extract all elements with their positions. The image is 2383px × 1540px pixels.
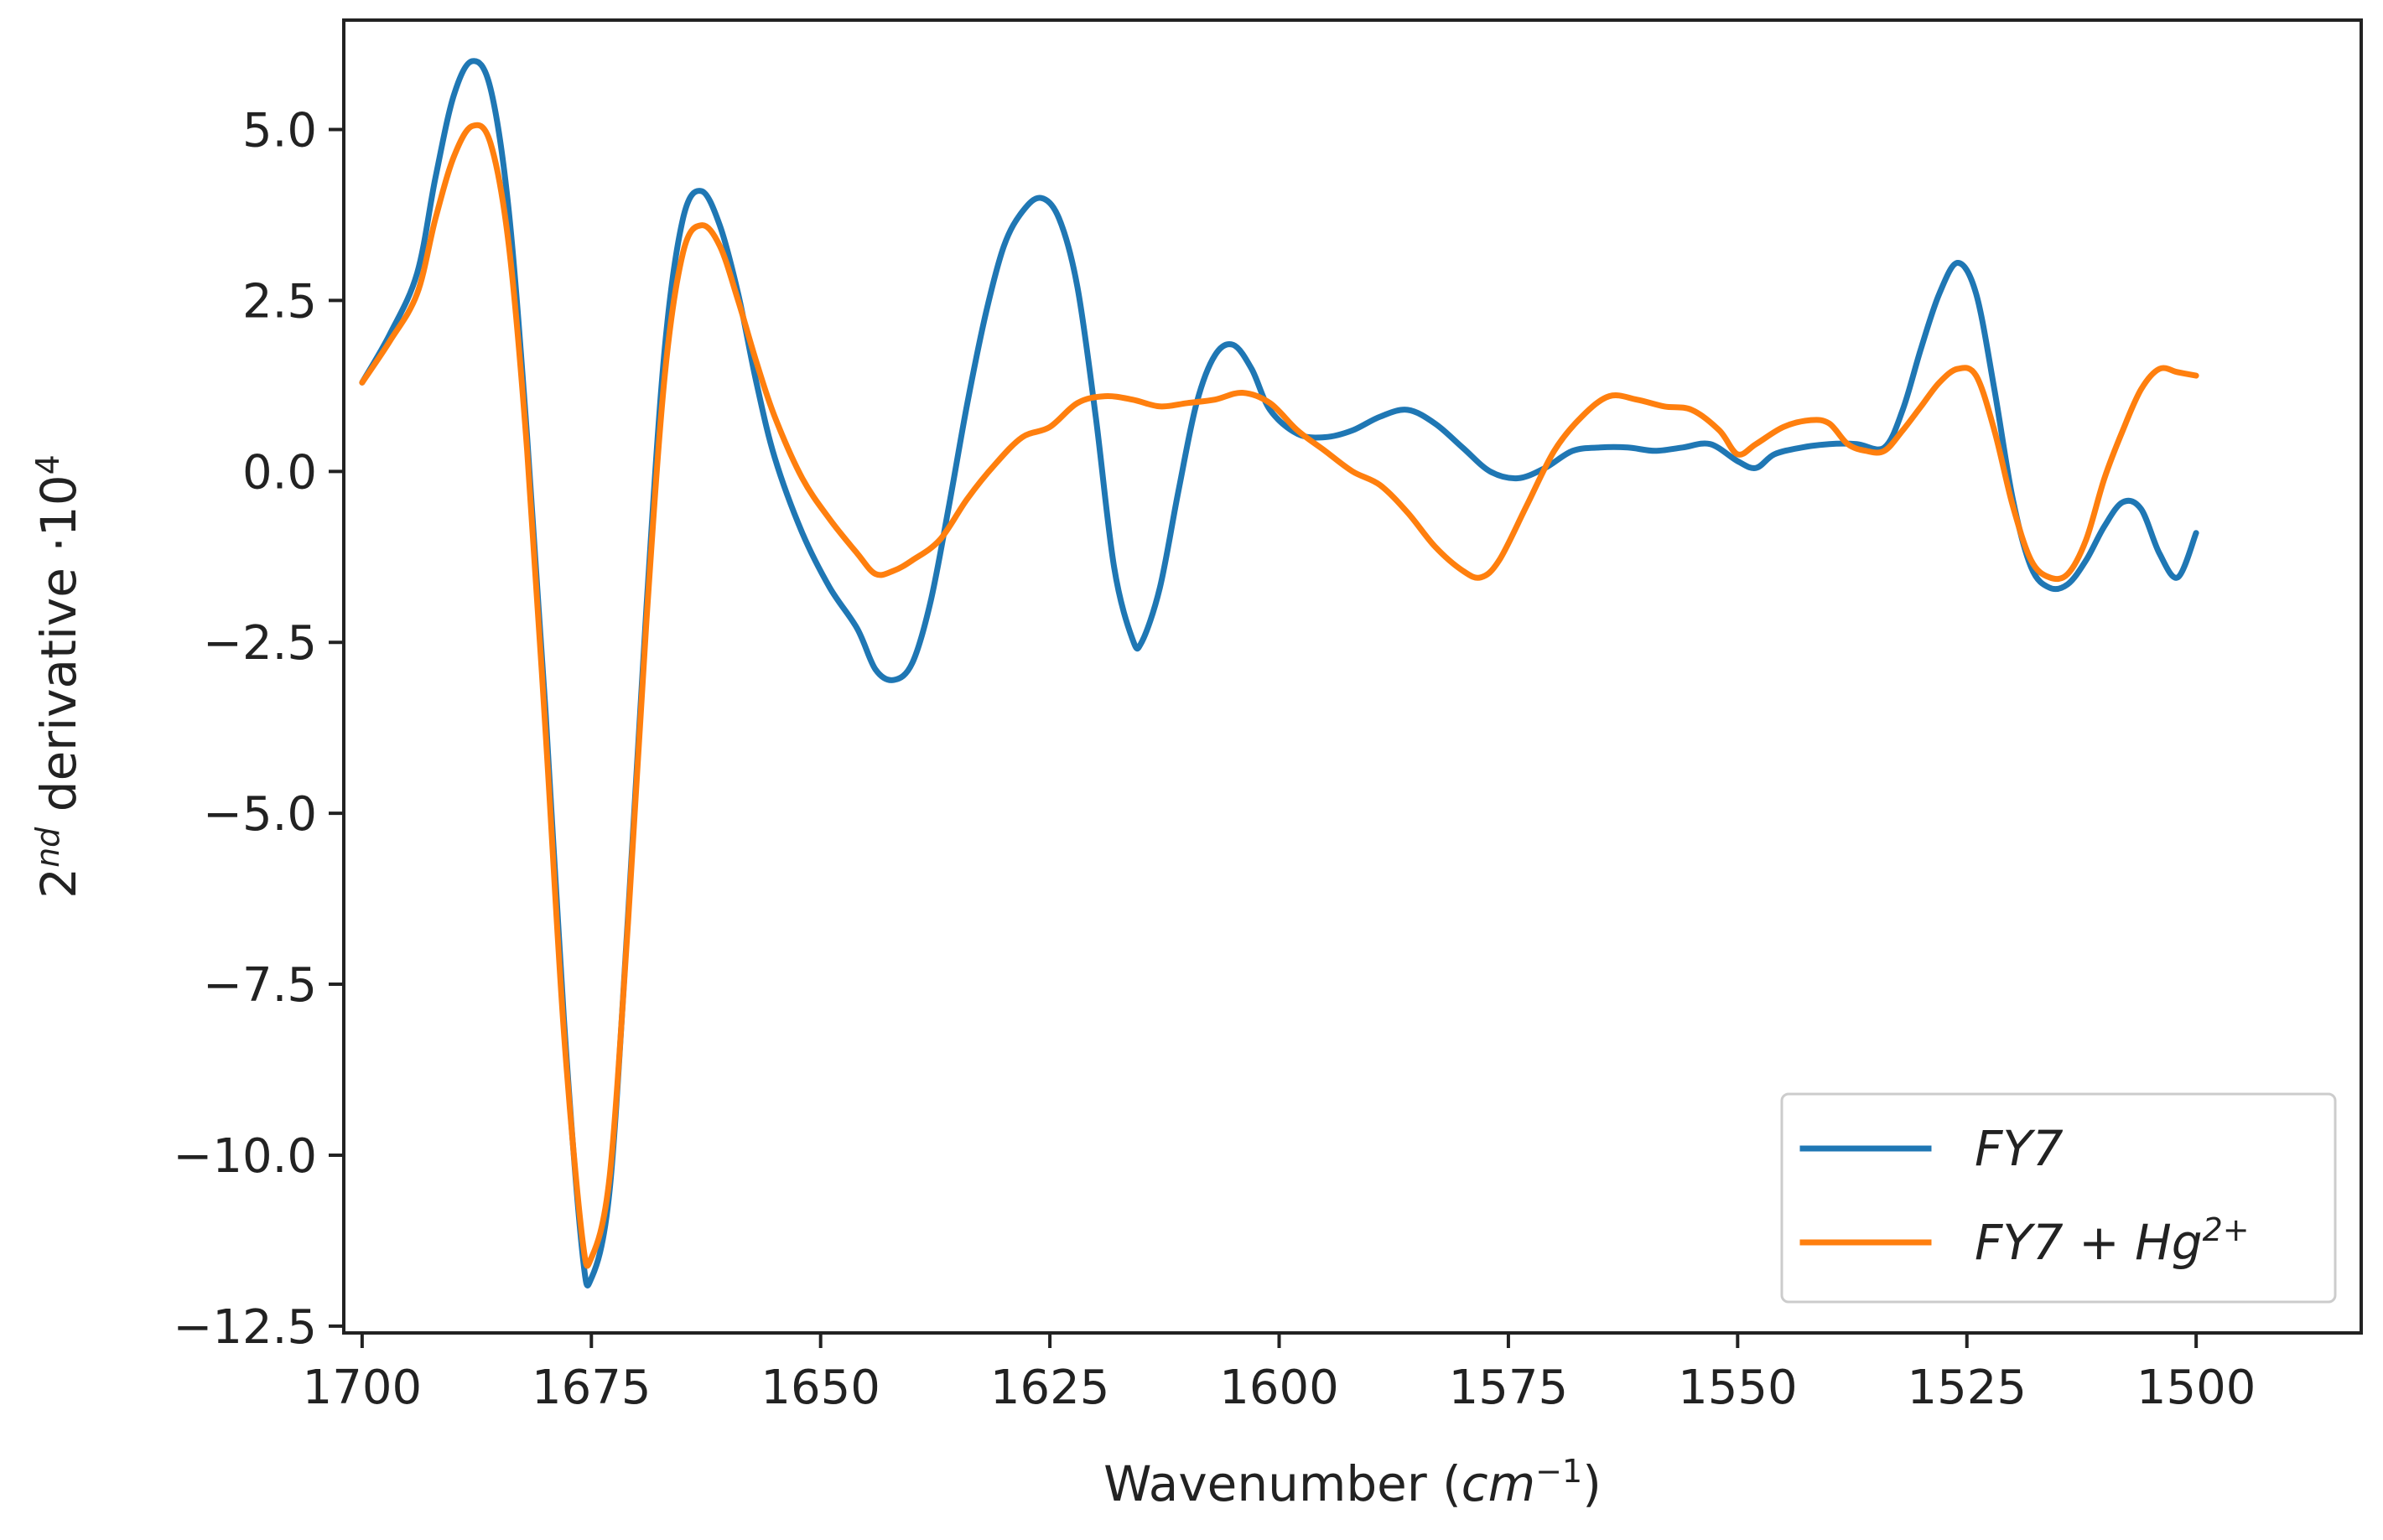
x-tick-label: 1575 — [1449, 1361, 1569, 1415]
y-tick-label: 5.0 — [242, 104, 317, 158]
x-tick-label: 1550 — [1678, 1361, 1798, 1415]
series-lines — [359, 58, 2199, 1289]
x-axis-label: Wavenumber (cm−1) — [1103, 1453, 1602, 1512]
plot-frame — [342, 18, 2363, 1335]
y-tick-label: −5.0 — [203, 787, 317, 842]
legend: FY7 FY7 + Hg2+ — [1780, 1092, 2337, 1304]
y-tick-label: −10.0 — [173, 1129, 317, 1184]
x-axis-ticks: 1700 1675 1650 1625 1600 1575 1550 1525 1500 — [303, 1333, 2256, 1415]
x-tick-label: 1600 — [1219, 1361, 1339, 1415]
y-axis-ticks: 5.0 2.5 0.0 −2.5 −5.0 −7.5 −10.0 −12.5 — [173, 104, 344, 1355]
series-line-fy7 — [359, 58, 2199, 1289]
y-tick-label: 2.5 — [242, 274, 317, 329]
legend-label-fy7-hg: FY7 + Hg2+ — [1975, 1211, 2250, 1271]
x-tick-label: 1700 — [303, 1361, 423, 1415]
x-tick-label: 1625 — [990, 1361, 1110, 1415]
legend-label-fy7: FY7 — [1975, 1120, 2064, 1177]
x-tick-label: 1675 — [532, 1361, 652, 1415]
y-tick-label: 0.0 — [242, 445, 317, 500]
y-tick-label: −12.5 — [173, 1300, 317, 1355]
series-line-fy7-hg — [359, 122, 2199, 1269]
y-tick-label: −7.5 — [203, 958, 317, 1013]
y-axis-label: 2nd derivative ·104 — [29, 454, 87, 899]
x-tick-label: 1650 — [761, 1361, 880, 1415]
y-tick-label: −2.5 — [203, 616, 317, 671]
x-tick-label: 1525 — [1907, 1361, 2027, 1415]
x-tick-label: 1500 — [2136, 1361, 2256, 1415]
